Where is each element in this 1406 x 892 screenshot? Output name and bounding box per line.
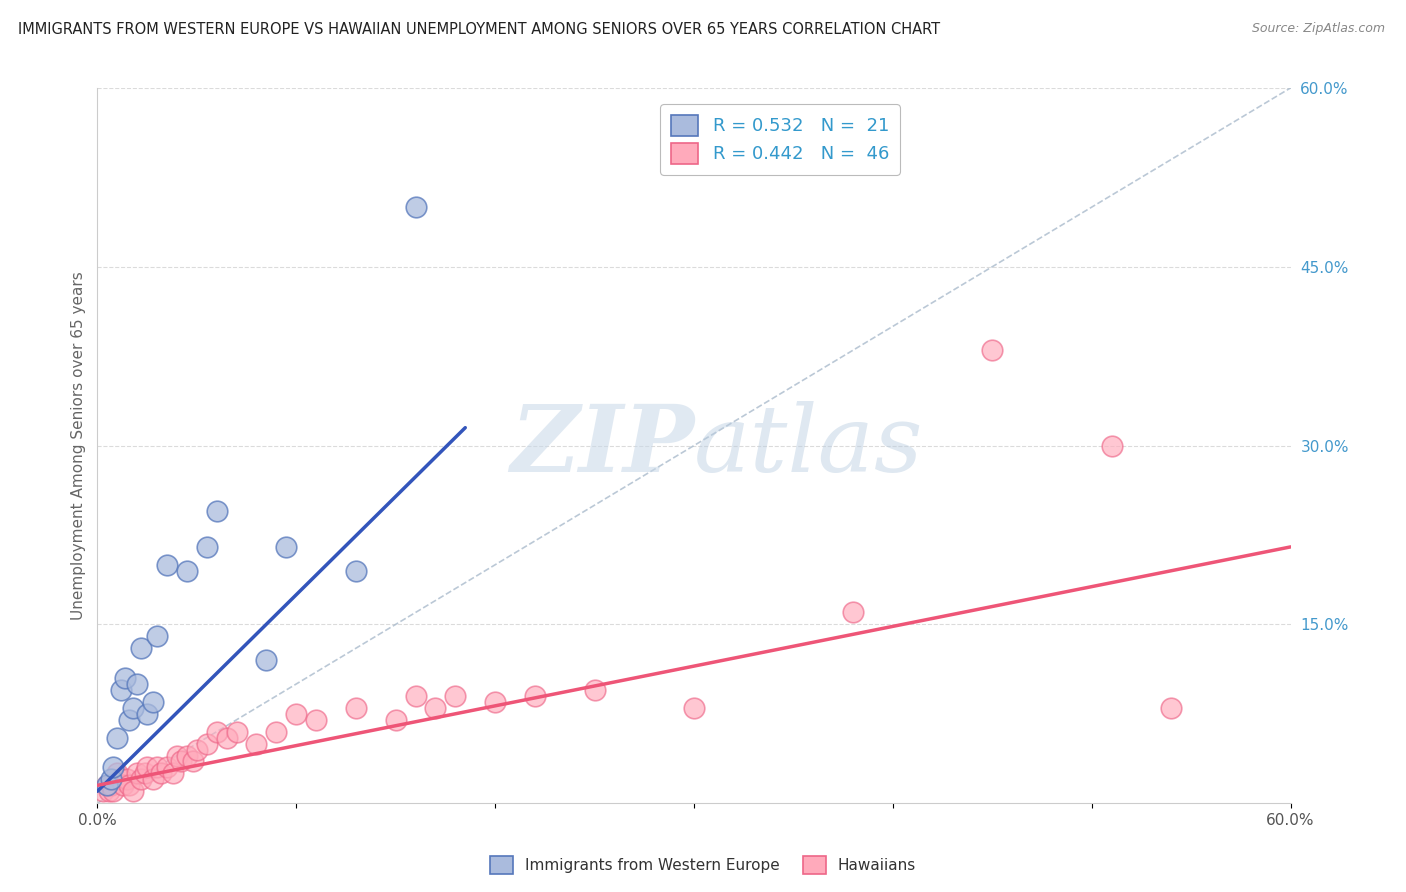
Point bbox=[118, 778, 141, 792]
Point bbox=[146, 760, 169, 774]
Point bbox=[344, 701, 367, 715]
Point bbox=[129, 772, 152, 787]
Point bbox=[981, 343, 1004, 358]
Point bbox=[156, 760, 179, 774]
Point bbox=[146, 629, 169, 643]
Point bbox=[344, 564, 367, 578]
Point bbox=[195, 540, 218, 554]
Point bbox=[96, 778, 118, 792]
Text: ZIP: ZIP bbox=[510, 401, 695, 491]
Point bbox=[384, 713, 406, 727]
Y-axis label: Unemployment Among Seniors over 65 years: Unemployment Among Seniors over 65 years bbox=[72, 271, 86, 620]
Point bbox=[181, 755, 204, 769]
Point bbox=[100, 772, 122, 787]
Point bbox=[176, 564, 198, 578]
Point bbox=[1160, 701, 1182, 715]
Point bbox=[112, 778, 135, 792]
Point bbox=[96, 778, 118, 792]
Point bbox=[142, 695, 165, 709]
Point bbox=[205, 724, 228, 739]
Point bbox=[523, 689, 546, 703]
Point bbox=[110, 772, 132, 787]
Point bbox=[195, 737, 218, 751]
Point bbox=[276, 540, 298, 554]
Point bbox=[103, 784, 125, 798]
Point bbox=[1101, 439, 1123, 453]
Text: Source: ZipAtlas.com: Source: ZipAtlas.com bbox=[1251, 22, 1385, 36]
Point bbox=[129, 641, 152, 656]
Point bbox=[162, 766, 184, 780]
Point bbox=[103, 760, 125, 774]
Point bbox=[118, 713, 141, 727]
Point bbox=[127, 677, 149, 691]
Point bbox=[127, 766, 149, 780]
Point bbox=[683, 701, 706, 715]
Text: atlas: atlas bbox=[695, 401, 924, 491]
Point bbox=[266, 724, 288, 739]
Point bbox=[136, 706, 159, 721]
Point bbox=[405, 200, 427, 214]
Point bbox=[114, 671, 136, 685]
Legend: R = 0.532   N =  21, R = 0.442   N =  46: R = 0.532 N = 21, R = 0.442 N = 46 bbox=[661, 104, 900, 175]
Point bbox=[105, 731, 128, 745]
Point bbox=[842, 606, 865, 620]
Point bbox=[176, 748, 198, 763]
Point bbox=[245, 737, 267, 751]
Point bbox=[254, 653, 277, 667]
Point bbox=[305, 713, 328, 727]
Point bbox=[100, 778, 122, 792]
Point bbox=[122, 701, 145, 715]
Point bbox=[115, 772, 138, 787]
Point bbox=[105, 766, 128, 780]
Point bbox=[150, 766, 173, 780]
Point bbox=[134, 766, 156, 780]
Point bbox=[186, 742, 208, 756]
Point bbox=[444, 689, 467, 703]
Point bbox=[225, 724, 247, 739]
Point bbox=[215, 731, 238, 745]
Point bbox=[170, 755, 193, 769]
Point bbox=[98, 784, 121, 798]
Text: IMMIGRANTS FROM WESTERN EUROPE VS HAWAIIAN UNEMPLOYMENT AMONG SENIORS OVER 65 YE: IMMIGRANTS FROM WESTERN EUROPE VS HAWAII… bbox=[18, 22, 941, 37]
Point bbox=[166, 748, 188, 763]
Legend: Immigrants from Western Europe, Hawaiians: Immigrants from Western Europe, Hawaiian… bbox=[484, 850, 922, 880]
Point bbox=[136, 760, 159, 774]
Point bbox=[583, 682, 606, 697]
Point bbox=[110, 682, 132, 697]
Point bbox=[425, 701, 447, 715]
Point bbox=[91, 784, 114, 798]
Point bbox=[285, 706, 308, 721]
Point bbox=[484, 695, 506, 709]
Point bbox=[142, 772, 165, 787]
Point bbox=[205, 504, 228, 518]
Point bbox=[122, 784, 145, 798]
Point bbox=[405, 689, 427, 703]
Point bbox=[156, 558, 179, 572]
